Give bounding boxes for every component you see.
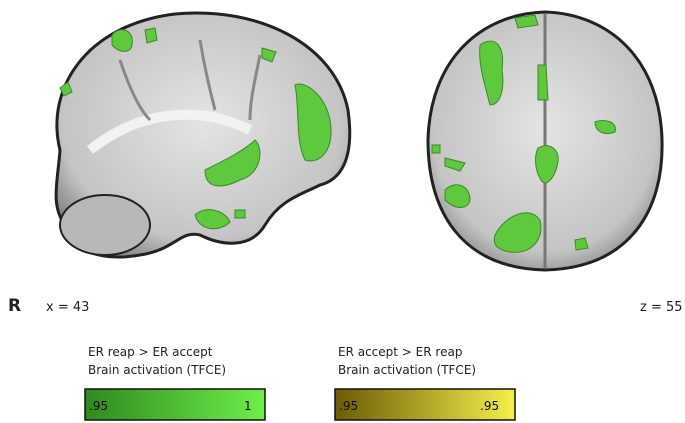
legend-title: ER reap > ER accept [88,345,213,359]
legend: ER accept > ER reap Brain activation (TF… [334,345,516,421]
legend-subtitle: Brain activation (TFCE) [338,363,476,377]
slice-label: z = 55 [640,300,683,315]
colorbar-max: 1 [244,399,252,413]
legend-title: ER accept > ER reap [338,345,462,359]
colorbar [334,388,516,421]
colorbar-min: .95 [89,399,108,413]
legend-subtitle: Brain activation (TFCE) [88,363,226,377]
colorbar-min: .95 [339,399,358,413]
orientation-label: R [8,296,21,316]
axial-slice [426,10,664,272]
colorbar-max: .95 [480,399,499,413]
colorbar [84,388,266,421]
legend: ER reap > ER accept Brain activation (TF… [84,345,266,421]
sagittal-slice [54,11,352,259]
slice-label: x = 43 [46,300,89,315]
